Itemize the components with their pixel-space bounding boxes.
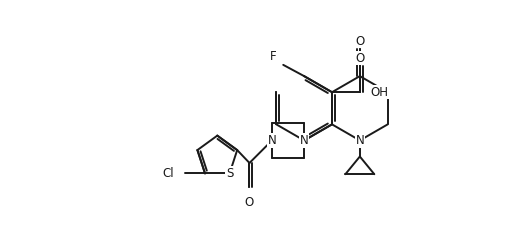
Text: Cl: Cl	[163, 167, 174, 180]
Text: N: N	[268, 134, 277, 147]
Text: N: N	[300, 134, 309, 147]
Text: N: N	[356, 134, 364, 147]
Text: OH: OH	[370, 86, 389, 99]
Text: O: O	[245, 196, 254, 209]
Text: O: O	[356, 52, 365, 65]
Text: S: S	[226, 167, 233, 180]
Text: F: F	[270, 50, 277, 63]
Text: O: O	[355, 35, 364, 48]
